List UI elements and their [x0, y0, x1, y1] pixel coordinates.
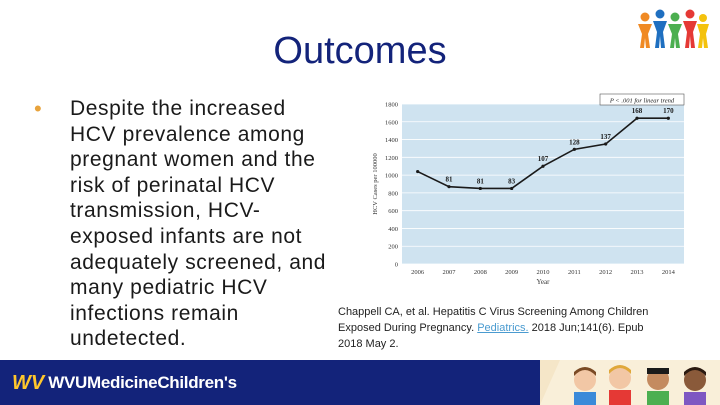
children-illustration — [540, 360, 720, 405]
annotation-text: P < .001 for linear trend — [609, 98, 675, 105]
citation-text: 2018 Jun;141(6). Epub — [528, 322, 644, 334]
bullet-line: adequately screened, and — [70, 250, 327, 274]
brand-logo: WV WVUMedicineChildren's — [12, 370, 237, 396]
slide-title: Outcomes — [273, 30, 447, 72]
data-point — [416, 169, 420, 174]
child-figure — [574, 367, 596, 405]
citation-text: Exposed During Pregnancy. — [338, 322, 478, 334]
data-label: 81 — [477, 177, 485, 185]
bullet-line: pregnant women and the — [70, 148, 316, 172]
child-figure — [684, 367, 706, 405]
data-point — [541, 164, 545, 168]
bullet-text: Despite the increased HCV prevalence amo… — [70, 96, 364, 352]
y-tick-label: 1000 — [385, 173, 398, 180]
bullet-line: infections remain — [70, 301, 239, 325]
data-point — [478, 186, 482, 191]
child-figure — [647, 368, 669, 405]
data-point — [666, 116, 670, 120]
x-tick-label: 2012 — [599, 269, 612, 276]
data-point — [447, 185, 451, 189]
x-tick-label: 2014 — [662, 269, 676, 276]
hcv-cases-line-chart: 0 200 400 600 800 1000 1200 1400 1600 1800 2006 200… — [372, 93, 685, 286]
data-label: 137 — [600, 133, 611, 141]
data-point — [510, 186, 514, 191]
bullet-line: undetected. — [70, 327, 187, 351]
x-tick-label: 2010 — [537, 269, 550, 276]
bullet-line: transmission, HCV- — [70, 199, 261, 223]
journal-link[interactable]: Pediatrics. — [477, 322, 529, 334]
plot-area — [402, 104, 684, 264]
x-tick-label: 2007 — [443, 269, 457, 276]
annotation-box — [599, 93, 685, 106]
bullet-item: • Despite the increased HCV prevalence a… — [34, 96, 364, 352]
bullet-dot-icon: • — [34, 96, 42, 121]
bullet-line: HCV prevalence among — [70, 122, 305, 146]
citation-line: Chappell CA, et al. Hepatitis C Virus Sc… — [338, 306, 649, 318]
y-tick-label: 1800 — [385, 102, 398, 109]
bullet-line: Despite the increased — [70, 97, 286, 120]
x-tick-label: 2011 — [568, 269, 581, 276]
data-label: 83 — [508, 177, 516, 185]
data-point — [604, 142, 608, 146]
wv-mark-icon: WV — [12, 371, 45, 394]
data-label: 81 — [446, 176, 454, 184]
bullet-line: many pediatric HCV — [70, 276, 268, 300]
y-tick-label: 800 — [388, 190, 398, 197]
bullet-line: exposed infants are not — [70, 224, 303, 248]
y-tick-label: 1200 — [385, 155, 398, 162]
child-figure — [609, 365, 631, 405]
x-tick-label: 2008 — [474, 269, 487, 276]
data-point — [635, 116, 639, 120]
footer-bar: WV WVUMedicineChildren's — [0, 360, 720, 405]
citation: Chappell CA, et al. Hepatitis C Virus Sc… — [338, 304, 698, 352]
y-tick-label: 1400 — [385, 137, 398, 144]
brand-text: WVUMedicineChildren's — [48, 373, 237, 392]
x-axis-label: Year — [537, 278, 551, 286]
data-label: 168 — [632, 107, 643, 115]
figure-orange — [638, 12, 652, 48]
x-tick-label: 2013 — [631, 269, 644, 276]
data-label: 170 — [663, 107, 674, 115]
x-tick-label: 2006 — [411, 269, 425, 276]
x-tick-label: 2009 — [505, 269, 518, 276]
y-tick-label: 600 — [388, 208, 398, 215]
figure-yellow — [697, 14, 709, 48]
figure-red — [683, 9, 697, 48]
data-label: 128 — [569, 138, 580, 146]
y-tick-label: 1600 — [385, 119, 398, 126]
data-point — [572, 147, 576, 151]
citation-line: Exposed During Pregnancy. Pediatrics. 20… — [338, 320, 698, 336]
bullet-line: risk of perinatal HCV — [70, 173, 276, 197]
y-tick-label: 200 — [388, 244, 398, 251]
y-tick-label: 0 — [395, 262, 398, 269]
y-tick-label: 400 — [388, 226, 398, 233]
figure-green — [668, 12, 682, 48]
y-axis-label: HCV Cases per 100000 — [372, 153, 379, 214]
kids-figures-logo — [638, 9, 709, 48]
figure-blue — [653, 9, 667, 48]
citation-line: 2018 May 2. — [338, 338, 399, 350]
data-label: 107 — [538, 155, 549, 163]
